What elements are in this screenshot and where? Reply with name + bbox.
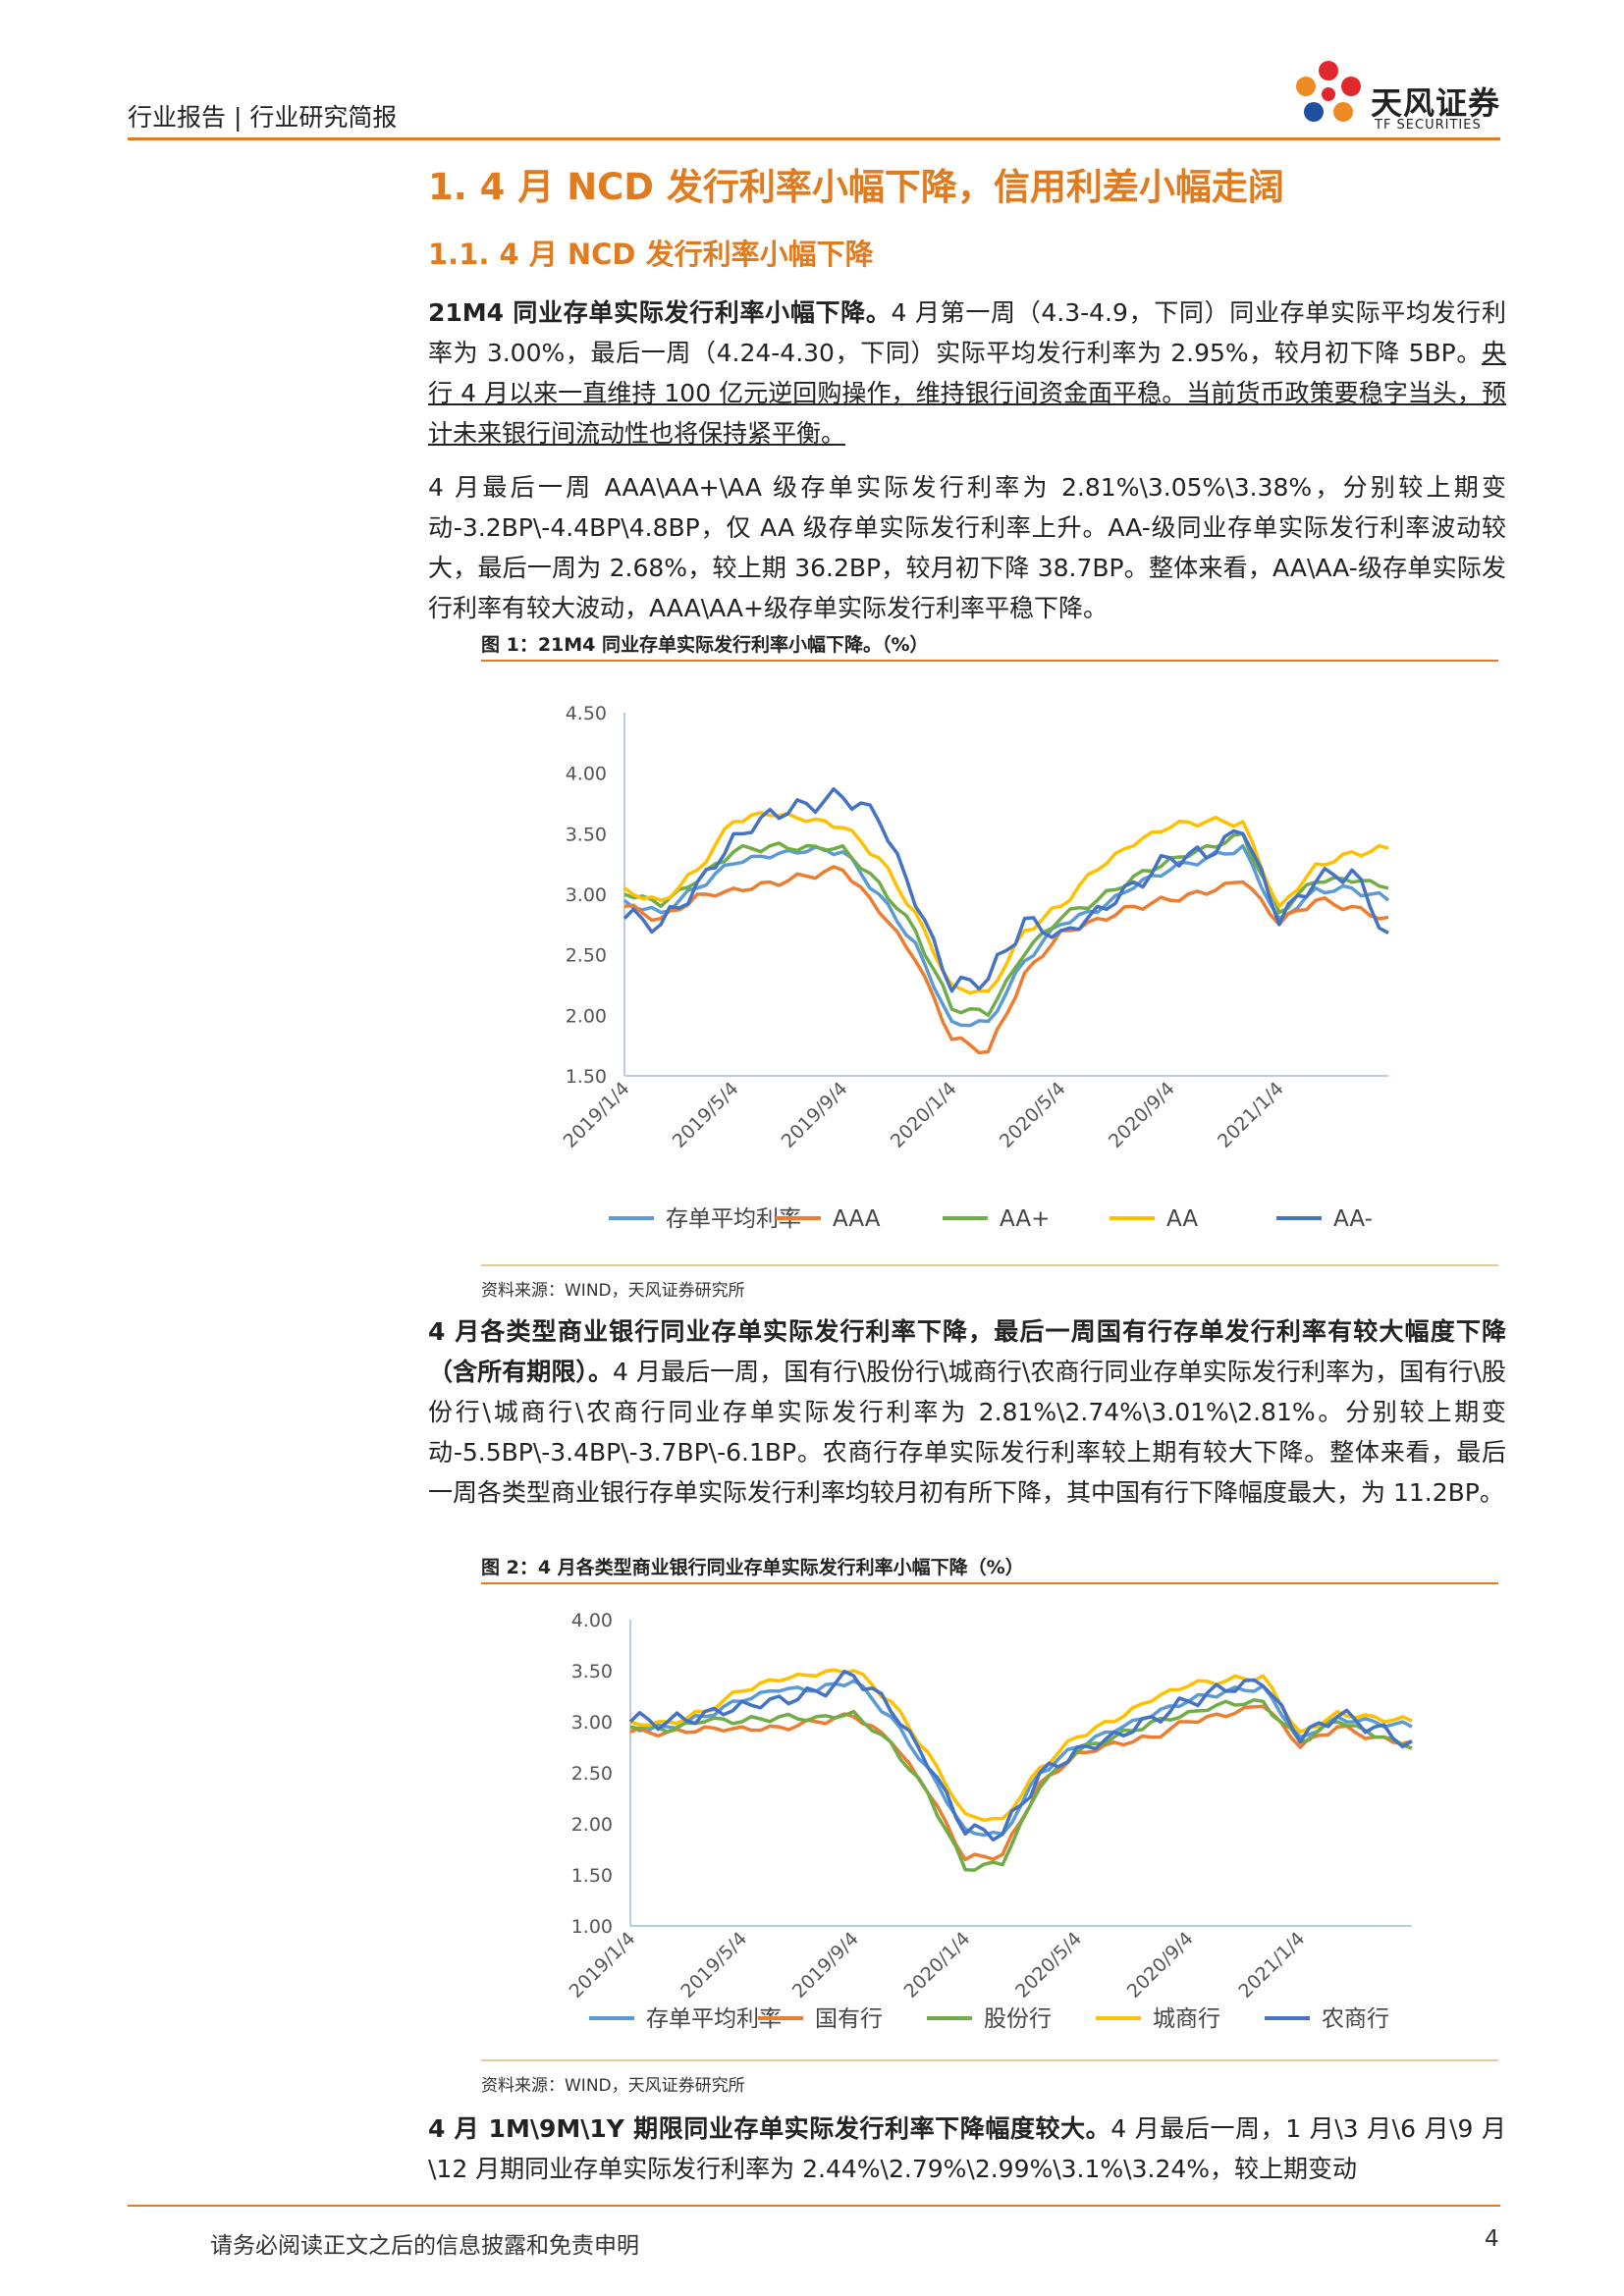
figure-2-bottom-rule <box>481 2059 1498 2061</box>
figure-2-title: 图 2：4 月各类型商业银行同业存单实际发行利率小幅下降（%） <box>481 1557 1024 1578</box>
y-tick-label: 4.00 <box>566 764 607 785</box>
x-tick-label: 2020/1/4 <box>887 1078 961 1152</box>
p1-lead: 21M4 同业存单实际发行利率小幅下降。 <box>428 298 892 327</box>
x-tick-label: 2019/1/4 <box>566 1928 640 2002</box>
series-line <box>623 786 1389 993</box>
legend-label: 国有行 <box>815 2006 883 2032</box>
y-tick-label: 3.50 <box>571 1661 613 1682</box>
paragraph-4: 4 月 1M\9M\1Y 期限同业存单实际发行利率下降幅度较大。4 月最后一周，… <box>428 2109 1506 2189</box>
p4-lead: 4 月 1M\9M\1Y 期限同业存单实际发行利率下降幅度较大。 <box>428 2114 1111 2143</box>
x-tick-label: 2021/1/4 <box>1214 1078 1288 1152</box>
logo-subtitle: TF SECURITIES <box>1375 118 1482 133</box>
paragraph-2: 4 月最后一周 AAA\AA+\AA 级存单实际发行利率为 2.81%\3.05… <box>428 473 1506 622</box>
logo-name: 天风证券 <box>1371 84 1501 122</box>
x-tick-label: 2020/9/4 <box>1123 1928 1198 2002</box>
y-tick-label: 3.50 <box>566 824 607 845</box>
legend-label: 农商行 <box>1322 2006 1389 2032</box>
header-rule <box>128 137 1500 140</box>
figure-2-top-rule <box>481 1582 1498 1584</box>
figure-1-source: 资料来源：WIND，天风证券研究所 <box>481 1281 745 1301</box>
y-tick-label: 4.50 <box>566 703 607 724</box>
footer-rule <box>128 2205 1500 2207</box>
x-tick-label: 2019/5/4 <box>677 1928 751 2002</box>
figure-1-title: 图 1：21M4 同业存单实际发行利率小幅下降。（%） <box>481 634 929 656</box>
legend-label: AA+ <box>1000 1206 1050 1232</box>
x-tick-label: 2021/1/4 <box>1234 1928 1309 2002</box>
logo-flower-icon <box>1296 61 1361 122</box>
series-line <box>623 865 1389 1055</box>
x-tick-label: 2020/1/4 <box>900 1928 975 2002</box>
y-tick-label: 2.50 <box>571 1763 613 1785</box>
p1-text: 4 月第一周（4.3-4.9，下同）同业存单实际平均发行利率为 3.00%，最后… <box>428 298 1506 367</box>
x-tick-label: 2020/5/4 <box>996 1078 1070 1152</box>
p1-underlined: 央行 4 月以来一直维持 100 亿元逆回购操作，维持银行间资金面平稳。当前货币… <box>428 339 1506 448</box>
series-line <box>629 1668 1413 1823</box>
p3-lead: 4 月各类型商业银行同业存单实际发行利率下降，最后一周国有行存单发行利率有较大幅… <box>428 1317 1506 1386</box>
legend-label: 城商行 <box>1153 2006 1220 2032</box>
y-tick-label: 1.50 <box>571 1865 613 1887</box>
p3-text: 4 月最后一周，国有行\股份行\城商行\农商行同业存单实际发行利率为，国有行\股… <box>428 1358 1506 1507</box>
figure-1-top-rule <box>481 660 1498 662</box>
series-line <box>628 1669 1413 1842</box>
paragraph-1: 21M4 同业存单实际发行利率小幅下降。4 月第一周（4.3-4.9，下同）同业… <box>428 293 1506 454</box>
disclaimer-footer: 请务必阅读正文之后的信息披露和免责申明 <box>210 2233 639 2259</box>
legend-label: AA- <box>1333 1206 1373 1232</box>
series-line <box>629 1698 1413 1872</box>
company-logo: 天风证券 TF SECURITIES <box>1286 55 1512 139</box>
subsection-heading: 1.1. 4 月 NCD 发行利率小幅下降 <box>428 238 874 271</box>
legend-label: AA <box>1166 1206 1198 1232</box>
legend-label: AAA <box>833 1206 881 1232</box>
x-tick-label: 2019/9/4 <box>788 1928 863 2002</box>
y-tick-label: 2.00 <box>571 1814 613 1836</box>
figure-1-bottom-rule <box>481 1264 1498 1266</box>
section-heading: 1. 4 月 NCD 发行利率小幅下降，信用利差小幅走阔 <box>428 166 1284 208</box>
series-line <box>623 843 1390 1028</box>
y-tick-label: 4.00 <box>571 1610 613 1631</box>
page-number: 4 <box>1485 2226 1499 2252</box>
x-tick-label: 2020/5/4 <box>1011 1928 1086 2002</box>
x-tick-label: 2019/1/4 <box>560 1078 634 1152</box>
figure-2-source: 资料来源：WIND，天风证券研究所 <box>481 2076 745 2096</box>
y-tick-label: 2.00 <box>566 1005 607 1027</box>
paragraph-3: 4 月各类型商业银行同业存单实际发行利率下降，最后一周国有行存单发行利率有较大幅… <box>428 1311 1506 1513</box>
report-header: 行业报告 | 行业研究简报 <box>128 103 398 132</box>
y-tick-label: 1.00 <box>571 1916 613 1938</box>
y-tick-label: 3.00 <box>566 884 607 906</box>
legend-label: 股份行 <box>984 2006 1052 2032</box>
x-tick-label: 2020/9/4 <box>1105 1078 1179 1152</box>
y-tick-label: 3.00 <box>571 1712 613 1734</box>
x-tick-label: 2019/5/4 <box>669 1078 743 1152</box>
y-tick-label: 2.50 <box>566 945 607 967</box>
p4-text: 4 月最后一周，1 月\3 月\6 月\9 月\12 月期同业存单实际发行利率为… <box>428 2114 1506 2183</box>
series-line <box>623 831 1389 1018</box>
y-tick-label: 1.50 <box>566 1066 607 1088</box>
x-tick-label: 2019/9/4 <box>778 1078 852 1152</box>
